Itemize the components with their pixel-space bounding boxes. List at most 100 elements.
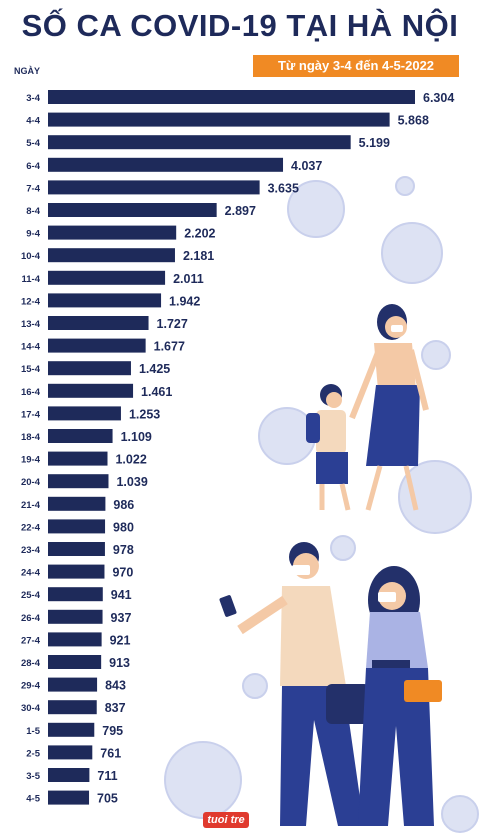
bar-23-4 [48, 542, 105, 556]
bar-2-5 [48, 745, 93, 760]
bar-28-4 [48, 655, 102, 669]
category-label: 1-5 [26, 726, 40, 737]
man-illustration [219, 542, 370, 826]
value-label: 937 [111, 611, 132, 625]
category-label: 17-4 [21, 409, 41, 420]
value-label: 1.425 [139, 362, 170, 376]
bar-10-4 [48, 248, 175, 263]
category-label: 3-5 [26, 771, 40, 782]
bar-6-4 [48, 157, 284, 172]
woman-walking-illustration [349, 304, 429, 511]
value-label: 978 [113, 543, 134, 557]
value-label: 843 [105, 679, 126, 693]
category-label: 23-4 [21, 545, 41, 556]
value-label: 1.677 [154, 340, 185, 354]
bar-17-4 [48, 406, 121, 421]
bar-16-4 [48, 383, 134, 398]
bar-13-4 [48, 316, 149, 330]
child-illustration [306, 384, 351, 511]
bar-8-4 [48, 203, 217, 217]
bar-30-4 [48, 700, 97, 715]
bar-21-4 [48, 496, 106, 511]
category-label: 20-4 [21, 477, 41, 488]
value-label: 5.199 [359, 136, 390, 150]
value-label: 1.039 [116, 475, 147, 489]
value-label: 761 [100, 746, 121, 760]
bar-11-4 [48, 270, 166, 285]
value-label: 1.109 [121, 430, 152, 444]
value-label: 4.037 [291, 159, 322, 173]
value-label: 2.181 [183, 249, 214, 263]
category-label: 11-4 [22, 274, 41, 285]
category-label: 26-4 [21, 613, 41, 624]
category-label: 2-5 [26, 748, 40, 759]
bar-14-4 [48, 338, 146, 353]
value-label: 705 [97, 792, 118, 806]
category-label: 24-4 [21, 568, 41, 579]
category-label: 3-4 [26, 93, 40, 104]
category-label: 16-4 [21, 387, 41, 398]
y-axis-label: NGÀY [14, 66, 41, 76]
value-label: 2.011 [173, 272, 204, 286]
category-label: 30-4 [21, 703, 41, 714]
bar-3-4 [48, 90, 415, 104]
bar-1-5 [48, 722, 95, 737]
category-label: 9-4 [26, 229, 40, 240]
bar-24-4 [48, 564, 105, 579]
bar-4-4 [48, 112, 390, 127]
category-label: 4-5 [26, 794, 40, 805]
category-label: 14-4 [21, 342, 41, 353]
bar-15-4 [48, 361, 131, 376]
value-label: 1.022 [115, 453, 146, 467]
category-label: 12-4 [21, 296, 41, 307]
value-label: 711 [97, 769, 117, 783]
value-label: 2.202 [184, 227, 215, 241]
category-label: 6-4 [26, 161, 40, 172]
value-label: 1.253 [129, 407, 160, 421]
bar-27-4 [48, 632, 102, 647]
woman-bag-illustration [358, 566, 442, 826]
decorative-illustration [164, 176, 479, 833]
category-label: 10-4 [21, 251, 41, 262]
value-label: 921 [110, 633, 131, 647]
value-label: 1.942 [169, 294, 200, 308]
publisher-logo: tuoi tre [203, 812, 249, 828]
bar-3-5 [48, 768, 90, 782]
category-label: 13-4 [21, 319, 41, 330]
category-label: 25-4 [21, 590, 41, 601]
bar-20-4 [48, 474, 109, 489]
category-label: 4-4 [26, 116, 40, 127]
category-label: 7-4 [26, 183, 40, 194]
category-label: 28-4 [21, 658, 41, 669]
value-label: 837 [105, 701, 126, 715]
value-label: 913 [109, 656, 130, 670]
category-label: 27-4 [21, 635, 41, 646]
value-label: 795 [102, 724, 123, 738]
value-label: 5.868 [398, 114, 429, 128]
category-label: 22-4 [21, 522, 41, 533]
category-label: 15-4 [21, 364, 41, 375]
bar-18-4 [48, 429, 113, 443]
value-label: 6.304 [423, 91, 454, 105]
bar-4-5 [48, 790, 90, 805]
bar-26-4 [48, 609, 103, 624]
bar-9-4 [48, 225, 177, 240]
value-label: 2.897 [225, 204, 256, 218]
value-label: 970 [112, 566, 133, 580]
value-label: 941 [111, 588, 132, 602]
value-label: 980 [113, 520, 134, 534]
value-label: 3.635 [268, 181, 299, 195]
virus-icon [164, 176, 479, 833]
category-label: 29-4 [21, 681, 41, 692]
bar-19-4 [48, 451, 108, 466]
category-label: 19-4 [21, 455, 41, 466]
category-label: 18-4 [21, 432, 41, 443]
value-label: 1.727 [157, 317, 188, 331]
category-label: 5-4 [26, 138, 40, 149]
value-label: 1.461 [141, 385, 172, 399]
bar-5-4 [48, 135, 351, 150]
category-label: 21-4 [21, 500, 41, 511]
bar-29-4 [48, 677, 98, 692]
bar-12-4 [48, 293, 162, 308]
